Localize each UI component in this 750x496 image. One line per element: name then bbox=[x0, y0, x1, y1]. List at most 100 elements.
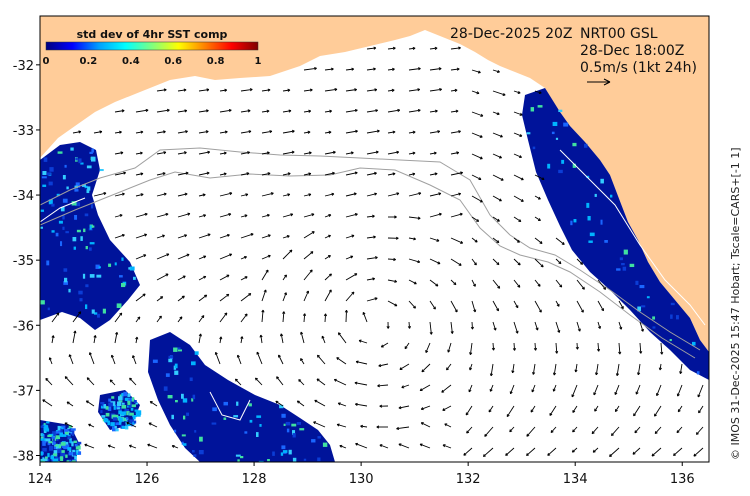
sst-speckle bbox=[82, 273, 86, 279]
current-vector bbox=[387, 108, 401, 113]
current-vector bbox=[336, 357, 347, 365]
sst-speckle bbox=[66, 186, 69, 190]
sst-speckle bbox=[121, 396, 124, 400]
current-vector bbox=[655, 384, 662, 397]
current-vector bbox=[471, 216, 480, 222]
current-vector bbox=[408, 216, 421, 220]
current-vector bbox=[555, 342, 559, 354]
sst-speckle bbox=[97, 313, 100, 318]
sst-speckle bbox=[104, 418, 108, 423]
current-vector bbox=[492, 111, 500, 116]
current-vector bbox=[552, 363, 557, 376]
sst-speckle bbox=[89, 225, 92, 230]
current-vector bbox=[488, 405, 494, 413]
current-vector bbox=[408, 108, 421, 113]
current-vector bbox=[261, 234, 271, 239]
current-vector bbox=[66, 401, 74, 407]
sst-speckle bbox=[194, 430, 197, 433]
sst-speckle bbox=[85, 304, 88, 310]
current-vector bbox=[594, 405, 599, 412]
sst-speckle bbox=[121, 392, 125, 396]
sst-speckle bbox=[55, 444, 61, 449]
current-vector bbox=[408, 46, 416, 51]
sst-speckle bbox=[237, 459, 240, 462]
sst-speckle bbox=[42, 440, 46, 446]
sst-speckle bbox=[181, 393, 184, 399]
sst-speckle bbox=[119, 421, 122, 425]
current-vector bbox=[177, 253, 190, 260]
sst-speckle bbox=[619, 257, 623, 261]
current-vector bbox=[107, 444, 116, 449]
sst-speckle bbox=[600, 219, 603, 225]
sst-speckle bbox=[133, 400, 137, 404]
sst-speckle bbox=[40, 438, 44, 441]
current-vector bbox=[198, 109, 209, 113]
current-vector bbox=[513, 195, 524, 202]
current-vector bbox=[450, 321, 454, 334]
sst-speckle bbox=[116, 416, 121, 419]
current-vector bbox=[198, 130, 209, 134]
sst-speckle bbox=[63, 445, 68, 450]
sst-speckle bbox=[75, 445, 81, 450]
sst-speckle bbox=[67, 447, 72, 451]
colorbar-tick-label: 0.2 bbox=[80, 56, 98, 67]
sst-speckle bbox=[292, 457, 297, 462]
sst-speckle bbox=[547, 163, 551, 169]
current-vector bbox=[261, 192, 274, 197]
sst-speckle bbox=[117, 407, 120, 410]
sst-speckle bbox=[299, 428, 305, 431]
sst-speckle bbox=[189, 377, 193, 382]
sst-speckle bbox=[288, 449, 292, 455]
sst-speckle bbox=[57, 448, 62, 454]
current-vector bbox=[492, 132, 503, 138]
y-tick-label: -34 bbox=[13, 189, 34, 204]
current-vector bbox=[429, 46, 438, 50]
current-vector bbox=[355, 360, 368, 365]
current-vector bbox=[324, 289, 332, 302]
sst-speckle bbox=[173, 347, 178, 352]
current-vector bbox=[298, 379, 305, 386]
sst-speckle bbox=[100, 405, 104, 409]
sst-speckle bbox=[131, 397, 135, 402]
sst-speckle bbox=[110, 422, 115, 427]
sst-speckle bbox=[311, 439, 316, 443]
current-vector bbox=[450, 67, 460, 71]
current-vector bbox=[471, 132, 483, 138]
current-vector bbox=[261, 109, 270, 113]
plot-frame bbox=[39, 15, 710, 463]
current-vector bbox=[594, 363, 599, 376]
current-vector bbox=[282, 274, 287, 281]
current-vector bbox=[632, 447, 641, 455]
sst-speckle bbox=[74, 444, 78, 447]
current-vector bbox=[429, 300, 436, 310]
current-vector bbox=[470, 321, 475, 330]
current-vector bbox=[198, 214, 207, 218]
sst-speckle bbox=[121, 405, 127, 409]
sst-speckle bbox=[594, 193, 597, 197]
current-vector bbox=[429, 130, 441, 134]
current-vector bbox=[345, 88, 357, 92]
current-vector bbox=[450, 192, 462, 197]
current-vector bbox=[450, 212, 463, 218]
sst-speckle bbox=[90, 225, 95, 228]
current-vector bbox=[492, 153, 502, 159]
current-vector bbox=[513, 111, 523, 116]
current-vector bbox=[509, 426, 515, 433]
sst-speckle bbox=[129, 419, 134, 422]
sst-speckle bbox=[61, 434, 67, 437]
current-vector bbox=[72, 130, 82, 134]
current-vector bbox=[366, 67, 376, 71]
current-vector bbox=[450, 258, 462, 266]
sst-speckle bbox=[46, 421, 50, 424]
current-vector bbox=[114, 151, 124, 155]
current-vector bbox=[316, 354, 326, 365]
current-vector bbox=[276, 376, 284, 386]
sst-speckle bbox=[68, 425, 72, 429]
current-vector bbox=[639, 342, 643, 354]
current-vector bbox=[114, 109, 125, 113]
current-vector bbox=[506, 405, 515, 417]
sst-speckle bbox=[83, 228, 86, 233]
sst-speckle bbox=[696, 371, 700, 375]
current-vector bbox=[345, 213, 358, 218]
